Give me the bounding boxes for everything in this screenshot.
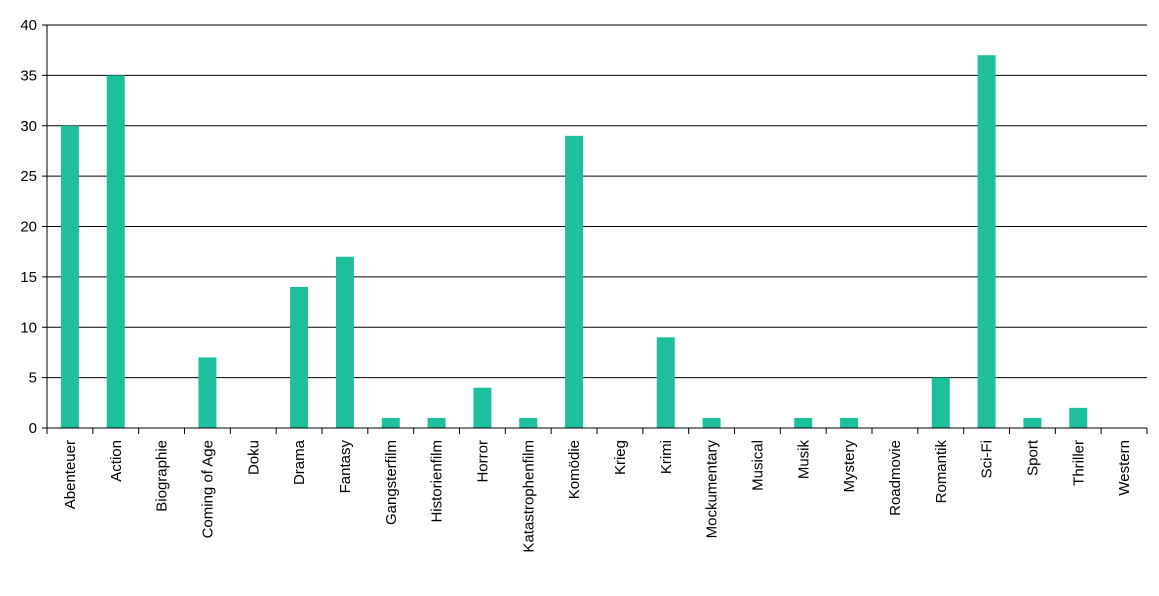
x-tick-label: Action xyxy=(108,440,125,482)
y-tick-label: 15 xyxy=(20,269,37,286)
bar-drama xyxy=(290,286,309,428)
y-tick-label: 5 xyxy=(29,370,37,387)
bar-fantasy xyxy=(335,256,354,428)
gridlines xyxy=(47,24,1147,379)
y-tick-label: 25 xyxy=(20,168,37,185)
x-tick-label: Doku xyxy=(245,440,262,475)
x-tick-label: Sci-Fi xyxy=(979,440,996,478)
x-tick-label: Mockumentary xyxy=(704,440,721,539)
x-tick-label: Mystery xyxy=(841,440,858,493)
bar-mystery xyxy=(840,417,859,428)
bar-mockumentary xyxy=(702,417,721,428)
bar-historienfilm xyxy=(427,417,446,428)
y-tick-label: 10 xyxy=(20,319,37,336)
bar-kom-die xyxy=(565,135,584,428)
x-tick-label: Komödie xyxy=(566,440,583,499)
y-tick-label: 35 xyxy=(20,67,37,84)
axes xyxy=(42,24,1148,434)
bar-action xyxy=(106,75,125,428)
bar-abenteuer xyxy=(60,125,79,428)
x-tick-label: Krimi xyxy=(658,440,675,474)
bar-krimi xyxy=(656,337,675,428)
bar-sci-fi xyxy=(977,55,996,428)
bar-thriller xyxy=(1069,407,1088,428)
bar-katastrophenfilm xyxy=(519,417,538,428)
y-tick-labels: 0 5 10 15 20 25 30 35 40 xyxy=(20,17,37,437)
x-tick-label: Musik xyxy=(795,440,812,480)
bar-gangsterfilm xyxy=(381,417,400,428)
x-tick-label: Sport xyxy=(1024,439,1041,476)
x-tick-label: Horror xyxy=(474,440,491,483)
x-tick-label: Musical xyxy=(749,440,766,491)
bar-sport xyxy=(1023,417,1042,428)
bar-musik xyxy=(794,417,813,428)
bar-coming-of-age xyxy=(198,357,217,428)
x-tick-labels: Abenteuer Action Biographie Coming of Age Do… xyxy=(62,439,1133,552)
y-tick-label: 30 xyxy=(20,118,37,135)
x-tick-label: Coming of Age xyxy=(199,440,216,538)
x-tick-label: Abenteuer xyxy=(62,440,79,509)
x-tick-label: Drama xyxy=(291,439,308,485)
x-tick-label: Katastrophenfilm xyxy=(520,440,537,553)
y-tick-label: 0 xyxy=(29,420,37,437)
x-tick-label: Gangsterfilm xyxy=(383,440,400,525)
x-tick-label: Historienfilm xyxy=(429,440,446,523)
y-tick-label: 20 xyxy=(20,219,37,236)
bar-horror xyxy=(473,387,492,428)
x-tick-label: Fantasy xyxy=(337,440,354,494)
x-tick-label: Krieg xyxy=(612,440,629,475)
x-tick-label: Roadmovie xyxy=(887,440,904,516)
bar-romantik xyxy=(931,377,950,428)
x-tick-label: Western xyxy=(1116,440,1133,496)
y-tick-label: 40 xyxy=(20,17,37,34)
x-tick-label: Biographie xyxy=(154,440,171,512)
x-tick-label: Thriller xyxy=(1070,440,1087,486)
x-tick-label: Romantik xyxy=(933,440,950,504)
bars xyxy=(60,55,1088,428)
